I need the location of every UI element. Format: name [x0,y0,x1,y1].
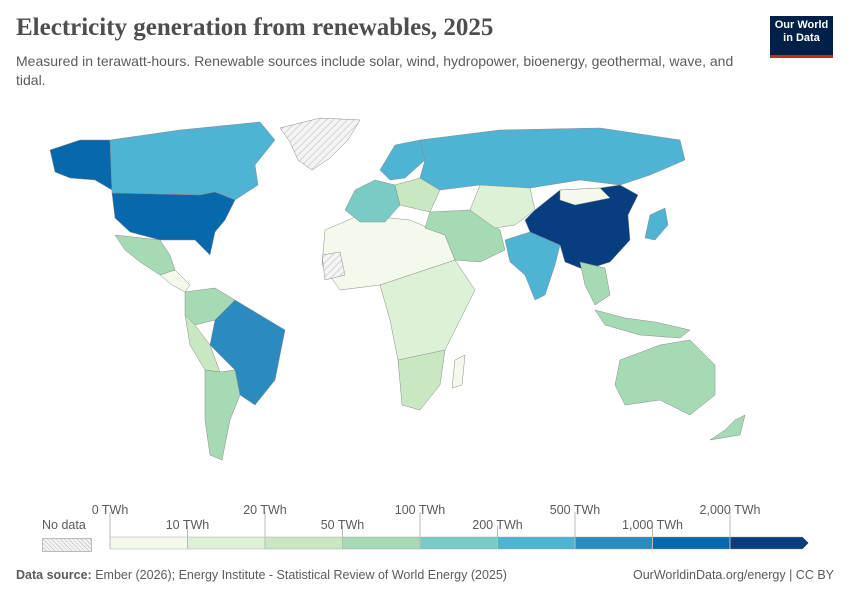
legend-bin-2[interactable] [264,536,343,550]
region-japan[interactable] [644,207,669,241]
logo-text: Our World in Data [774,19,829,44]
region-russia[interactable] [419,127,686,191]
source-label: Data source: [16,568,92,582]
data-source: Data source: Ember (2026); Energy Instit… [16,568,507,582]
legend-label: 1,000 TWh [622,518,683,532]
owid-logo[interactable]: Our World in Data [770,16,833,58]
region-usa[interactable] [111,191,236,256]
legend-bin-0[interactable] [109,536,188,550]
legend-bin-6[interactable] [574,536,653,550]
legend-bin-1[interactable] [187,536,266,550]
legend-label: 2,000 TWh [699,503,761,517]
region-mongolia[interactable] [559,187,611,206]
legend-bin-4[interactable] [419,536,498,550]
region-southern-africa[interactable] [397,349,446,411]
legend-label: 10 TWh [165,518,210,532]
legend-no-data-label: No data [42,518,86,532]
region-central-america[interactable] [159,269,191,293]
region-brazil[interactable] [209,299,286,406]
region-australia[interactable] [614,339,716,416]
region-argentina-chile[interactable] [204,369,241,461]
region-scandinavia[interactable] [379,139,426,181]
source-text: Ember (2026); Energy Institute - Statist… [91,568,507,582]
region-central-asia[interactable] [469,184,536,229]
legend-label: 50 TWh [320,518,365,532]
region-indonesia[interactable] [594,309,691,339]
region-china[interactable] [524,184,639,271]
legend-label: 100 TWh [394,503,446,517]
region-europe-west[interactable] [344,179,401,223]
world-map [49,117,746,461]
region-india[interactable] [504,231,561,301]
legend-label: 500 TWh [549,503,601,517]
legend-bin-8[interactable] [729,536,809,550]
legend-bin-3[interactable] [342,536,421,550]
footer-link[interactable]: OurWorldinData.org/energy | CC BY [632,568,834,582]
region-mexico[interactable] [114,234,176,276]
region-greenland[interactable] [279,117,361,171]
legend-label: 0 TWh [91,503,129,517]
region-alaska[interactable] [49,139,113,191]
region-canada[interactable] [109,121,276,201]
chart-subtitle: Measured in terawatt-hours. Renewable so… [16,53,734,88]
legend-label: 200 TWh [472,518,523,532]
region-southeast-asia[interactable] [579,261,611,306]
legend-label: 20 TWh [243,503,287,517]
chart-title: Electricity generation from renewables, … [16,14,494,41]
region-madagascar[interactable] [451,354,466,389]
legend-no-data-swatch[interactable] [42,538,92,552]
region-new-zealand[interactable] [709,414,746,441]
legend-bin-7[interactable] [652,536,731,550]
legend-bin-5[interactable] [497,536,576,550]
region-western-sahara[interactable] [321,251,346,281]
region-eastern-europe[interactable] [394,177,441,213]
